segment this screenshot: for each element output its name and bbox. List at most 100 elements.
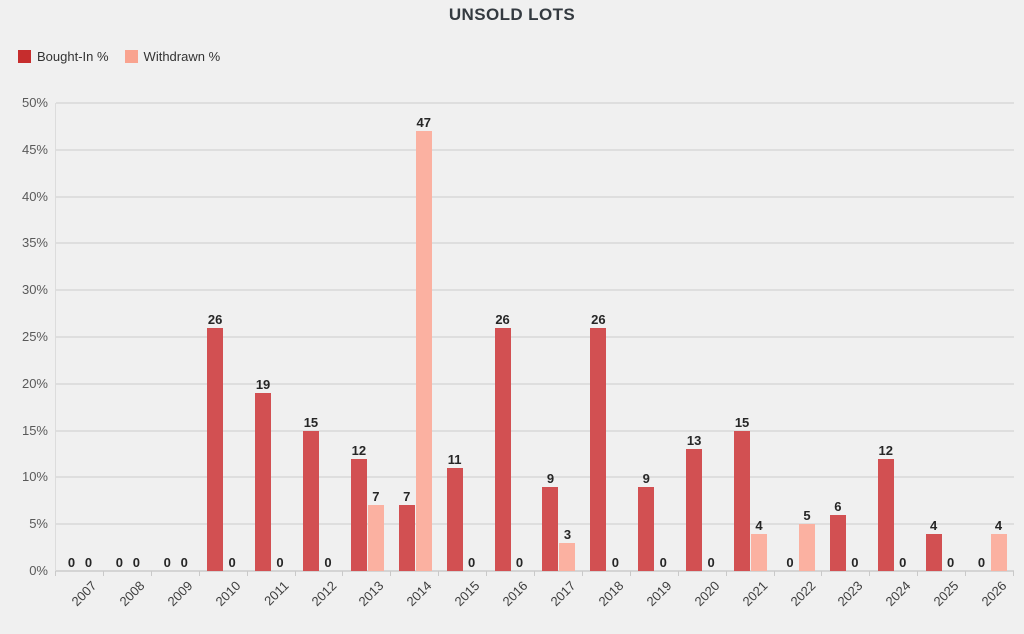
bar-withdrawn-2026[interactable]: [990, 533, 1007, 571]
x-tick-label-2021: 2021: [739, 578, 771, 610]
bar-bought-in-2020[interactable]: [686, 449, 703, 571]
bar-value-label: 0: [515, 555, 524, 570]
bar-bought-in-2017[interactable]: [542, 486, 559, 571]
bar-bought-in-2024[interactable]: [877, 458, 894, 571]
x-tick-label-2008: 2008: [116, 578, 148, 610]
bar-bought-in-2014[interactable]: [398, 505, 415, 571]
bar-value-label: 0: [132, 555, 140, 570]
gridline: [56, 102, 1014, 104]
y-tick-label: 5%: [29, 516, 48, 532]
gridline: [56, 336, 1014, 338]
x-tick-label-2020: 2020: [691, 578, 723, 610]
x-axis-tick: [917, 571, 919, 576]
bar-value-label: 7: [372, 489, 380, 505]
gridline: [56, 148, 1014, 151]
x-tick-label-2010: 2010: [212, 578, 244, 610]
gridline: [56, 570, 1014, 572]
bar-value-label: 11: [447, 452, 462, 468]
x-tick-label-2026: 2026: [978, 578, 1010, 610]
bar-value-label: 4: [930, 517, 938, 533]
x-axis-tick: [486, 571, 488, 576]
bar-value-label: 0: [228, 555, 236, 570]
bar-value-label: 9: [546, 470, 555, 486]
x-tick-label-2014: 2014: [403, 578, 435, 610]
bar-value-label: 0: [786, 555, 794, 570]
x-tick-label-2022: 2022: [786, 578, 819, 610]
bar-value-label: 26: [591, 311, 606, 327]
bar-withdrawn-2022[interactable]: [798, 524, 815, 571]
legend-label-withdrawn: Withdrawn %: [143, 49, 221, 64]
bar-bought-in-2016[interactable]: [494, 327, 511, 571]
y-tick-label: 15%: [21, 422, 48, 438]
bar-value-label: 0: [84, 555, 93, 570]
x-axis-tick: [534, 571, 535, 576]
bar-withdrawn-2017[interactable]: [559, 542, 576, 571]
x-axis-tick: [869, 571, 871, 576]
bar-value-label: 12: [878, 442, 893, 458]
bar-value-label: 0: [324, 555, 332, 570]
x-tick-label-2013: 2013: [355, 578, 387, 610]
bar-value-label: 0: [180, 555, 188, 570]
bar-bought-in-2019[interactable]: [638, 486, 655, 571]
x-axis-tick: [773, 571, 775, 576]
bar-value-label: 47: [416, 115, 431, 131]
bar-withdrawn-2021[interactable]: [751, 533, 768, 571]
y-tick-label: 0%: [29, 563, 48, 578]
bar-bought-in-2021[interactable]: [734, 430, 751, 571]
x-tick-label-2018: 2018: [595, 578, 627, 610]
bar-bought-in-2012[interactable]: [302, 430, 319, 571]
bar-value-label: 7: [403, 489, 411, 505]
bar-bought-in-2015[interactable]: [446, 468, 463, 571]
x-axis-tick: [102, 571, 104, 576]
bar-value-label: 26: [495, 311, 510, 327]
bar-value-label: 0: [851, 555, 859, 570]
bar-value-label: 26: [207, 311, 223, 327]
bar-bought-in-2011[interactable]: [255, 393, 272, 571]
bar-value-label: 12: [351, 442, 367, 458]
x-axis-tick: [725, 571, 727, 576]
x-axis-tick: [1013, 571, 1014, 576]
legend-label-bought-in: Bought-In %: [37, 49, 109, 64]
legend-swatch-withdrawn-icon: [124, 50, 138, 63]
gridline: [56, 429, 1014, 432]
bar-withdrawn-2013[interactable]: [367, 505, 384, 571]
x-axis-tick: [342, 571, 344, 576]
x-tick-label-2007: 2007: [68, 578, 100, 610]
bar-value-label: 0: [276, 555, 284, 570]
x-tick-label-2023: 2023: [834, 578, 866, 610]
gridline: [56, 195, 1014, 198]
bar-value-label: 9: [642, 470, 650, 486]
bar-value-label: 5: [803, 508, 811, 524]
legend-item-bought-in[interactable]: Bought-In %: [18, 49, 109, 64]
bar-value-label: 0: [67, 555, 76, 570]
bar-bought-in-2018[interactable]: [590, 327, 607, 571]
x-axis-tick: [821, 571, 823, 576]
legend-item-withdrawn[interactable]: Withdrawn %: [124, 49, 221, 64]
x-axis-tick: [581, 571, 583, 576]
x-axis-tick: [150, 571, 152, 576]
y-tick-label: 25%: [21, 329, 48, 344]
gridline: [56, 523, 1014, 526]
bar-value-label: 0: [947, 555, 955, 570]
x-axis: 2007 2008 2009 2010 2011 2012 2013 2014 2015 2016…: [55, 571, 1014, 634]
bar-value-label: 15: [303, 414, 319, 430]
bar-bought-in-2013[interactable]: [350, 458, 367, 571]
bar-value-label: 0: [468, 555, 476, 570]
x-tick-label-2025: 2025: [930, 578, 962, 610]
bar-bought-in-2025[interactable]: [925, 533, 942, 571]
x-axis-tick: [965, 571, 967, 576]
bar-withdrawn-2014[interactable]: [415, 131, 432, 571]
bar-value-label: 19: [255, 377, 271, 393]
plot-area[interactable]: 0 0 0 0 0 0 26 0 19 0 15 0 12 7 7 47 11 0 26 0 9 3 26 0 9 0 13 0 15 4…: [55, 102, 1014, 572]
x-axis-tick: [198, 571, 200, 576]
x-tick-label-2017: 2017: [547, 578, 579, 610]
bar-value-label: 15: [734, 414, 750, 430]
x-axis-tick: [55, 571, 56, 576]
y-tick-label: 50%: [21, 95, 48, 110]
bar-value-label: 6: [834, 498, 842, 514]
x-tick-label-2024: 2024: [882, 578, 914, 610]
gridline: [56, 289, 1014, 292]
bar-bought-in-2023[interactable]: [829, 514, 846, 571]
bar-bought-in-2010[interactable]: [207, 327, 224, 571]
